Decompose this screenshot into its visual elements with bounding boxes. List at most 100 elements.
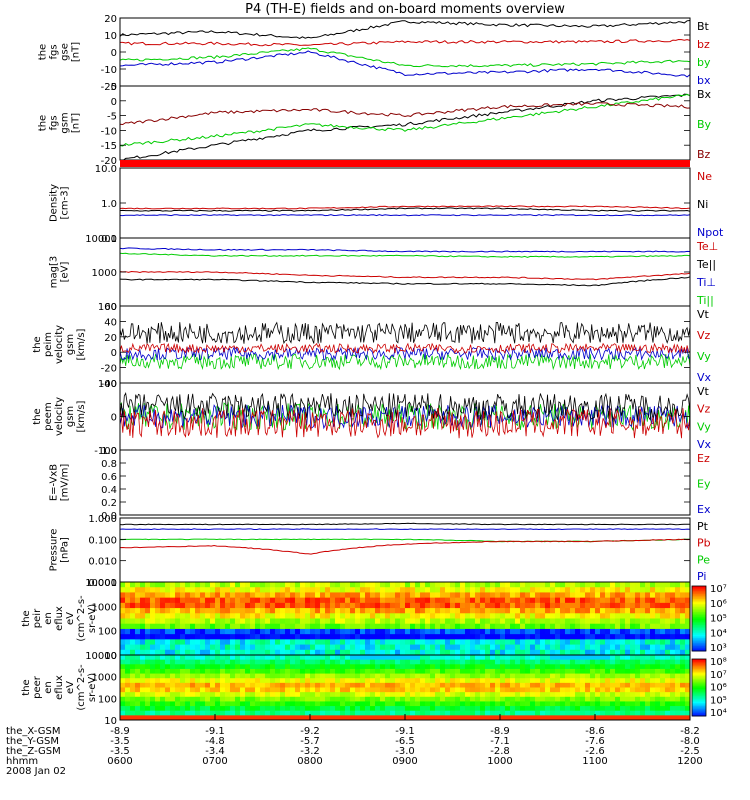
spectrogram-cell xyxy=(405,592,411,599)
spectrogram-cell xyxy=(415,668,421,675)
footer-value: 0600 xyxy=(107,756,132,767)
spectrogram-cell xyxy=(530,701,536,707)
spectrogram-cell xyxy=(260,608,266,614)
spectrogram-cell xyxy=(505,592,511,599)
spectrogram-cell xyxy=(155,628,161,635)
spectrogram-cell xyxy=(515,649,521,656)
spectrogram-cell xyxy=(210,655,216,661)
spectrogram-cell xyxy=(640,623,646,630)
spectrogram-cell xyxy=(540,682,546,688)
spectrogram-cell xyxy=(445,644,451,651)
spectrogram-cell xyxy=(575,587,581,593)
spectrogram-cell xyxy=(435,673,441,679)
spectrogram-cell xyxy=(630,659,636,665)
spectrogram-cell xyxy=(610,623,616,630)
spectrogram-cell xyxy=(430,715,436,721)
spectrogram-cell xyxy=(495,628,501,635)
spectrogram-cell xyxy=(480,659,486,665)
spectrogram-cell xyxy=(200,706,206,712)
spectrogram-cell xyxy=(645,668,651,675)
spectrogram-cell xyxy=(305,659,311,665)
spectrogram-cell xyxy=(325,664,331,670)
spectrogram-cell xyxy=(550,682,556,688)
spectrogram-cell xyxy=(400,673,406,679)
spectrogram-cell xyxy=(330,613,336,619)
spectrogram-cell xyxy=(615,628,621,635)
spectrogram-cell xyxy=(170,628,176,635)
spectrogram-cell xyxy=(535,696,541,702)
spectrogram-cell xyxy=(355,608,361,614)
spectrogram-cell xyxy=(160,618,166,625)
series-line-Pi xyxy=(119,528,691,531)
spectrogram-cell xyxy=(165,682,171,688)
spectrogram-cell xyxy=(300,623,306,630)
spectrogram-cell xyxy=(120,659,126,665)
spectrogram-cell xyxy=(175,623,181,630)
spectrogram-cell xyxy=(520,618,526,625)
spectrogram-cell xyxy=(560,602,566,609)
spectrogram-cell xyxy=(505,634,511,640)
spectrogram-cell xyxy=(635,597,641,604)
colorbar-segment xyxy=(692,616,706,619)
spectrogram-cell xyxy=(195,634,201,640)
spectrogram-cell xyxy=(505,701,511,707)
colorbar-segment xyxy=(692,667,706,670)
spectrogram-cell xyxy=(195,668,201,675)
spectrogram-cell xyxy=(195,582,201,588)
spectrogram-cell xyxy=(205,692,211,698)
spectrogram-cell xyxy=(615,639,621,646)
spectrogram-cell xyxy=(335,706,341,712)
spectrogram-cell xyxy=(465,668,471,675)
spectrogram-cell xyxy=(485,678,491,684)
spectrogram-cell xyxy=(365,673,371,679)
spectrogram-cell xyxy=(375,664,381,670)
spectrogram-cell xyxy=(460,597,466,604)
spectrogram-cell xyxy=(480,623,486,630)
spectrogram-cell xyxy=(245,618,251,625)
spectrogram-cell xyxy=(270,687,276,693)
spectrogram-cell xyxy=(390,597,396,604)
spectrogram-cell xyxy=(125,597,131,604)
footer-value: 1200 xyxy=(677,756,702,767)
spectrogram-cell xyxy=(630,644,636,651)
spectrogram-cell xyxy=(685,644,691,651)
spectrogram-cell xyxy=(230,655,236,661)
spectrogram-cell xyxy=(160,587,166,593)
spectrogram-cell xyxy=(390,664,396,670)
spectrogram-cell xyxy=(380,602,386,609)
spectrogram-cell xyxy=(600,664,606,670)
spectrogram-cell xyxy=(600,678,606,684)
spectrogram-cell xyxy=(525,659,531,665)
spectrogram-cell xyxy=(120,639,126,646)
spectrogram-cell xyxy=(520,692,526,698)
y-tick-label: 10 xyxy=(104,716,117,727)
colorbar-segment xyxy=(692,701,706,704)
spectrogram-cell xyxy=(485,634,491,640)
spectrogram-cell xyxy=(505,692,511,698)
spectrogram-cell xyxy=(230,715,236,721)
footer-value: -8.9 xyxy=(490,726,510,737)
spectrogram-cell xyxy=(615,692,621,698)
spectrogram-cell xyxy=(380,628,386,635)
spectrogram-cell xyxy=(660,587,666,593)
spectrogram-cell xyxy=(380,613,386,619)
spectrogram-cell xyxy=(560,592,566,599)
spectrogram-cell xyxy=(625,655,631,661)
spectrogram-cell xyxy=(435,597,441,604)
y-tick-label: -10 xyxy=(101,65,117,76)
spectrogram-cell xyxy=(625,608,631,614)
spectrogram-cell xyxy=(180,706,186,712)
spectrogram-cell xyxy=(185,644,191,651)
spectrogram-cell xyxy=(140,582,146,588)
spectrogram-cell xyxy=(395,582,401,588)
spectrogram-cell xyxy=(490,673,496,679)
spectrogram-cell xyxy=(445,597,451,604)
spectrogram-cell xyxy=(595,602,601,609)
spectrogram-cell xyxy=(455,664,461,670)
footer-value: 0700 xyxy=(202,756,227,767)
spectrogram-cell xyxy=(520,710,526,716)
spectrogram-cell xyxy=(485,710,491,716)
spectrogram-cell xyxy=(510,623,516,630)
spectrogram-cell xyxy=(565,659,571,665)
spectrogram-cell xyxy=(650,628,656,635)
